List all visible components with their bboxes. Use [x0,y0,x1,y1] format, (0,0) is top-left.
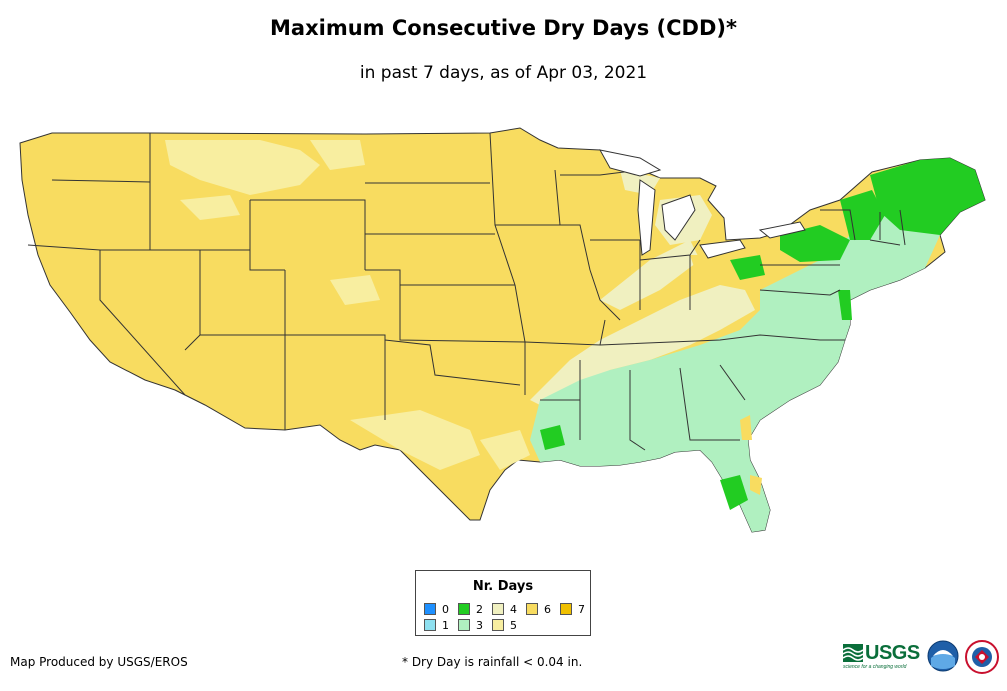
producer-credit: Map Produced by USGS/EROS [10,655,188,669]
legend-item-7: 7 [560,602,585,616]
legend: Nr. Days 0 1 2 3 4 5 6 [415,570,591,636]
legend-swatch [560,603,572,615]
legend-grid: 0 1 2 3 4 5 6 7 [424,602,589,634]
legend-item-1: 1 [424,618,449,632]
legend-label: 2 [476,602,483,616]
usgs-wordmark: USGS [865,642,920,664]
legend-swatch [492,619,504,631]
legend-swatch [526,603,538,615]
legend-label: 0 [442,602,449,616]
zone-5-days [165,140,530,470]
usgs-tagline: science for a changing world [843,664,907,670]
legend-item-6: 6 [526,602,551,616]
legend-item-2: 2 [458,602,483,616]
zone-6-days-patches [690,255,762,495]
legend-swatch [492,603,504,615]
nws-logo [965,640,999,674]
legend-item-4: 4 [492,602,517,616]
noaa-logo [927,640,959,672]
map-subtitle: in past 7 days, as of Apr 03, 2021 [359,63,648,83]
legend-label: 1 [442,618,449,632]
legend-label: 5 [510,618,517,632]
legend-swatch [424,603,436,615]
legend-swatch [458,603,470,615]
agency-logos: USGS science for a changing world [843,638,1003,678]
conus-cdd-map [19,127,986,533]
state-borders [27,132,906,451]
legend-swatch [458,619,470,631]
legend-item-3: 3 [458,618,483,632]
legend-label: 7 [578,602,585,616]
dry-day-footnote: * Dry Day is rainfall < 0.04 in. [402,655,583,669]
zone-2-days [540,158,985,510]
map-title: Maximum Consecutive Dry Days (CDD)* [270,16,737,40]
legend-label: 6 [544,602,551,616]
great-lakes [599,149,806,259]
usgs-wave-icon [843,644,863,662]
legend-item-5: 5 [492,618,517,632]
usgs-logo: USGS science for a changing world [843,642,920,672]
zone-3-days [530,210,940,532]
legend-label: 4 [510,602,517,616]
legend-title: Nr. Days [472,579,534,594]
legend-item-0: 0 [424,602,449,616]
legend-swatch [424,619,436,631]
legend-label: 3 [476,618,483,632]
